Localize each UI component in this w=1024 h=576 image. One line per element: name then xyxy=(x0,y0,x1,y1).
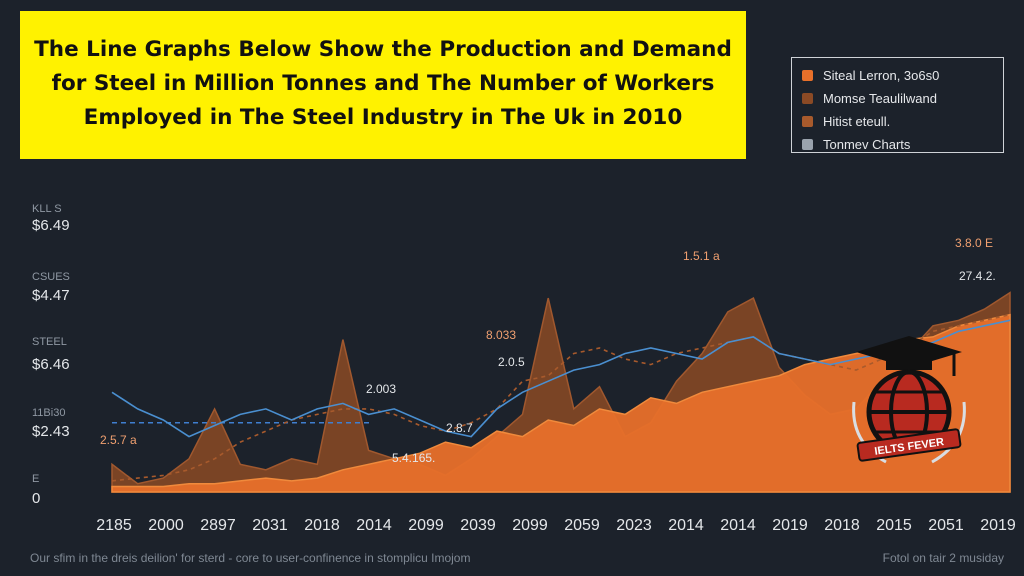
legend-swatch xyxy=(802,116,813,127)
annotation-label: 3.8.0 E xyxy=(955,236,993,250)
series-line-layer xyxy=(111,313,1011,482)
title-line-1: The Line Graphs Below Show the Productio… xyxy=(34,37,732,62)
x-tick-label: 2185 xyxy=(96,517,132,534)
x-axis-ticks: 2185 2000 2897 2031 2018 2014 2099 2039 2099 2059… xyxy=(96,517,1016,534)
legend-swatch xyxy=(802,70,813,81)
annotation-label: 1.5.1 a xyxy=(683,249,720,263)
x-tick-label: 2099 xyxy=(512,517,548,534)
x-tick-label: 2031 xyxy=(252,517,288,534)
legend-label: Siteal Lerron, 3o6s0 xyxy=(823,68,940,83)
legend-item: Hitist eteull. xyxy=(802,110,1003,133)
y-tick-label: $6.49 xyxy=(32,217,70,234)
x-tick-label: 2000 xyxy=(148,517,184,534)
annotation-label: 27.4.2. xyxy=(959,269,996,283)
x-tick-label: 2018 xyxy=(824,517,860,534)
y-tick-label: $4.47 xyxy=(32,287,70,304)
title-line-2: for Steel in Million Tonnes and The Numb… xyxy=(51,71,715,96)
x-tick-label: 2897 xyxy=(200,517,236,534)
footer-caption: Our sfim in the dreis deilion' for sterd… xyxy=(30,551,471,565)
y-tick-sublabel: STEEL xyxy=(32,336,67,348)
y-tick-label: $2.43 xyxy=(32,423,70,440)
x-tick-label: 2099 xyxy=(408,517,444,534)
x-tick-label: 2018 xyxy=(304,517,340,534)
annotation-label: 2.003 xyxy=(366,382,396,396)
x-tick-label: 2019 xyxy=(772,517,808,534)
y-tick-label: $6.46 xyxy=(32,356,70,373)
x-tick-label: 2014 xyxy=(720,517,756,534)
x-tick-label: 2023 xyxy=(616,517,652,534)
annotation-label: 2.5.7 a xyxy=(100,433,137,447)
legend-swatch xyxy=(802,93,813,104)
legend-label: Momse Teaulilwand xyxy=(823,91,937,106)
legend-swatch xyxy=(802,139,813,150)
annotation-layer: 2.5.7 a 2.003 5.4.165. 8.033 2.0.5 2.8.7 1.5.1… xyxy=(100,236,996,465)
series-line xyxy=(111,313,1011,482)
y-tick-sublabel: CSUES xyxy=(32,271,70,283)
legend-item: Tonmev Charts xyxy=(802,133,1003,156)
series-line xyxy=(111,319,1011,438)
footer-note: Fotol on tair 2 musiday xyxy=(882,551,1004,565)
x-tick-label: 2015 xyxy=(876,517,912,534)
title-line-3: Employed in The Steel Industry in The Uk… xyxy=(83,105,683,130)
x-tick-label: 2014 xyxy=(668,517,704,534)
legend-item: Siteal Lerron, 3o6s0 xyxy=(802,64,1003,87)
y-tick-label: 0 xyxy=(32,490,40,507)
legend-item: Momse Teaulilwand xyxy=(802,87,1003,110)
x-tick-label: 2059 xyxy=(564,517,600,534)
annotation-label: 2.0.5 xyxy=(498,355,525,369)
x-tick-label: 2051 xyxy=(928,517,964,534)
y-axis-ticks: KLL S $6.49 CSUES $4.47 STEEL $6.46 11Bi30 $2.4… xyxy=(32,203,70,507)
y-tick-sublabel: KLL S xyxy=(32,203,62,215)
annotation-label: 5.4.165. xyxy=(392,451,435,465)
y-tick-sublabel: 11Bi30 xyxy=(32,407,65,419)
chart-legend: Siteal Lerron, 3o6s0 Momse Teaulilwand H… xyxy=(791,57,1004,153)
chart-title-box: The Line Graphs Below Show the Productio… xyxy=(20,11,746,159)
annotation-label: 8.033 xyxy=(486,328,516,342)
legend-label: Hitist eteull. xyxy=(823,114,891,129)
ielts-fever-logo: IELTS FEVER xyxy=(852,336,966,464)
x-tick-label: 2019 xyxy=(980,517,1016,534)
annotation-label: 2.8.7 xyxy=(446,421,473,435)
x-tick-label: 2014 xyxy=(356,517,392,534)
legend-label: Tonmev Charts xyxy=(823,137,911,152)
x-tick-label: 2039 xyxy=(460,517,496,534)
y-tick-sublabel: E xyxy=(32,473,39,485)
